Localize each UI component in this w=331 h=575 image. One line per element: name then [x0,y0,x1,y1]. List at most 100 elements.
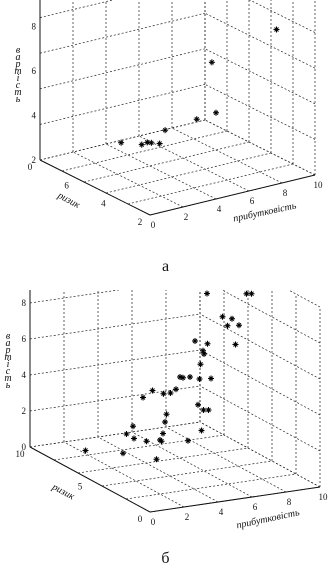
z-tick-label: 2 [22,406,27,416]
y-tick-label: 0 [151,517,156,527]
data-point [195,401,201,408]
data-point [177,374,183,380]
data-point [173,386,179,393]
data-point [144,139,151,146]
z-tick-label: 6 [22,334,27,344]
x-axis-line [39,159,151,216]
z-tick-label: 4 [32,111,37,121]
data-point [204,340,211,347]
chart-panel-a: 06420246810246810ризикприбутковістьварті… [14,0,324,275]
y-tick-label: 6 [253,502,258,512]
wall-gridline [199,313,321,380]
data-point [162,127,169,134]
y-tick-label: 4 [217,204,222,214]
x-tick-label: 10 [16,449,26,459]
wall-gridline [29,349,201,376]
data-point [120,450,126,457]
floor-gridline [83,141,250,183]
data-point [118,139,125,146]
data-point [208,375,214,382]
wall-gridline [39,0,115,18]
data-point [224,322,231,329]
y-tick-label: 4 [219,507,224,517]
x-tick-label: 0 [138,514,143,524]
data-point [236,322,242,329]
data-point [197,361,204,368]
z-tick-label: 6 [32,66,37,76]
wall-gridline [249,0,316,33]
wall-gridline [199,385,321,452]
floor-gridline [105,152,272,194]
data-point [219,313,226,320]
floor-gridline [101,460,273,487]
data-point [162,419,168,425]
floor-gridline [61,130,228,172]
data-point [149,387,156,394]
y-axis-label: прибутковість [232,200,298,224]
wall-gridline [204,48,316,105]
x-tick-label: 4 [101,199,106,209]
floor-gridline [165,426,287,493]
data-point [138,141,145,148]
wall-gridline [199,421,321,488]
data-point [208,59,215,66]
y-axis-line [149,486,321,513]
floor-gridline [131,431,253,498]
data-point [196,376,203,382]
wall-gridline [29,290,121,304]
data-point [248,290,255,297]
wall-gridline [287,290,321,308]
data-point [200,407,207,413]
data-point [156,140,163,147]
data-point [232,341,239,348]
data-point [167,390,174,396]
y-tick-label: 10 [319,492,329,502]
data-point [160,430,166,437]
data-point [204,290,210,297]
y-tick-label: 2 [185,512,190,522]
data-point [163,411,170,418]
floor-gridline [171,127,283,184]
wall-gridline [199,349,321,416]
chart-caption-a: a [161,258,170,275]
wall-gridline [39,48,206,90]
data-point [205,407,212,413]
floor-gridline [105,143,217,200]
x-tick-label: 2 [138,217,143,227]
y-axis-line [149,174,316,216]
data-point [153,456,160,463]
x-axis-label: ризик [49,481,76,502]
data-point [229,315,235,322]
floor-gridline [77,447,249,474]
data-point [143,438,150,445]
floor-gridline [138,135,250,192]
data-point [273,26,280,33]
floor-gridline [97,436,219,503]
y-tick-label: 8 [287,497,292,507]
data-point [130,423,136,430]
y-tick-label: 2 [184,212,189,222]
wall-gridline [39,119,206,161]
x-axis-label: ризик [55,190,82,211]
scatter3d-chart-b: 105002468100246810ризикприбутковістьварт… [4,290,329,531]
data-point [192,338,198,344]
data-point [193,116,200,123]
wall-gridline [39,84,206,125]
wall-gridline [204,12,316,69]
data-point [158,438,165,445]
x-tick-label: 6 [64,180,69,190]
floor-gridline [125,473,297,500]
floor-gridline [72,151,184,208]
x-tick-label: 0 [28,162,33,172]
x-tick-label: 5 [78,482,83,492]
wall-gridline [39,12,206,54]
scatter3d-chart-a: 06420246810246810ризикприбутковістьварті… [14,0,324,230]
floor-gridline [53,434,225,461]
chart-caption-b: б [161,550,170,567]
z-tick-label: 8 [22,298,27,308]
wall-gridline [29,313,201,340]
y-tick-label: 10 [314,180,324,190]
x-axis-line [29,446,151,513]
data-point [198,427,205,434]
